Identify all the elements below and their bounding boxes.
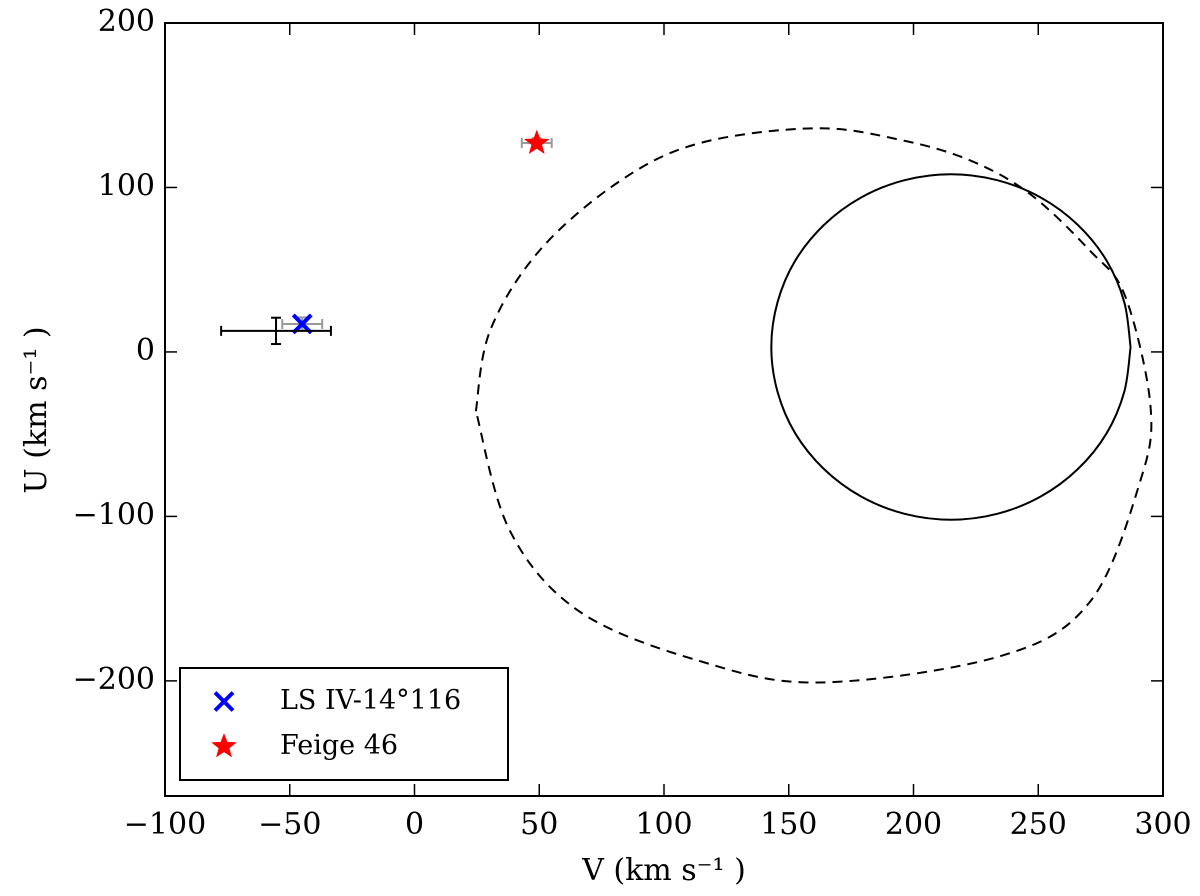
x-tick-label: 0 (405, 807, 424, 842)
x-tick-label: 50 (520, 807, 558, 842)
x-tick-label: −100 (124, 807, 206, 842)
x-tick-label: 250 (1010, 807, 1067, 842)
marker-star (523, 129, 550, 154)
y-tick-label: −100 (73, 497, 155, 532)
x-axis-label: V (km s⁻¹ ) (581, 853, 746, 888)
y-tick-label: 200 (98, 4, 155, 39)
legend-box (179, 667, 509, 781)
x-tick-label: 200 (885, 807, 942, 842)
marker-x (213, 691, 235, 712)
x-tick-label: 100 (635, 807, 692, 842)
y-axis-label: U (km s⁻¹ ) (19, 326, 54, 493)
x-tick-label: 150 (760, 807, 817, 842)
y-tick-label: 100 (98, 168, 155, 203)
x-tick-label: −50 (258, 807, 321, 842)
legend-label: LS IV-14°116 (280, 685, 461, 716)
curve (770, 173, 1132, 521)
marker-star (211, 733, 237, 758)
legend-label: Feige 46 (280, 730, 398, 761)
curve (474, 127, 1153, 684)
y-tick-label: −200 (73, 662, 155, 697)
x-tick-label: 300 (1134, 807, 1191, 842)
y-tick-label: 0 (136, 333, 155, 368)
